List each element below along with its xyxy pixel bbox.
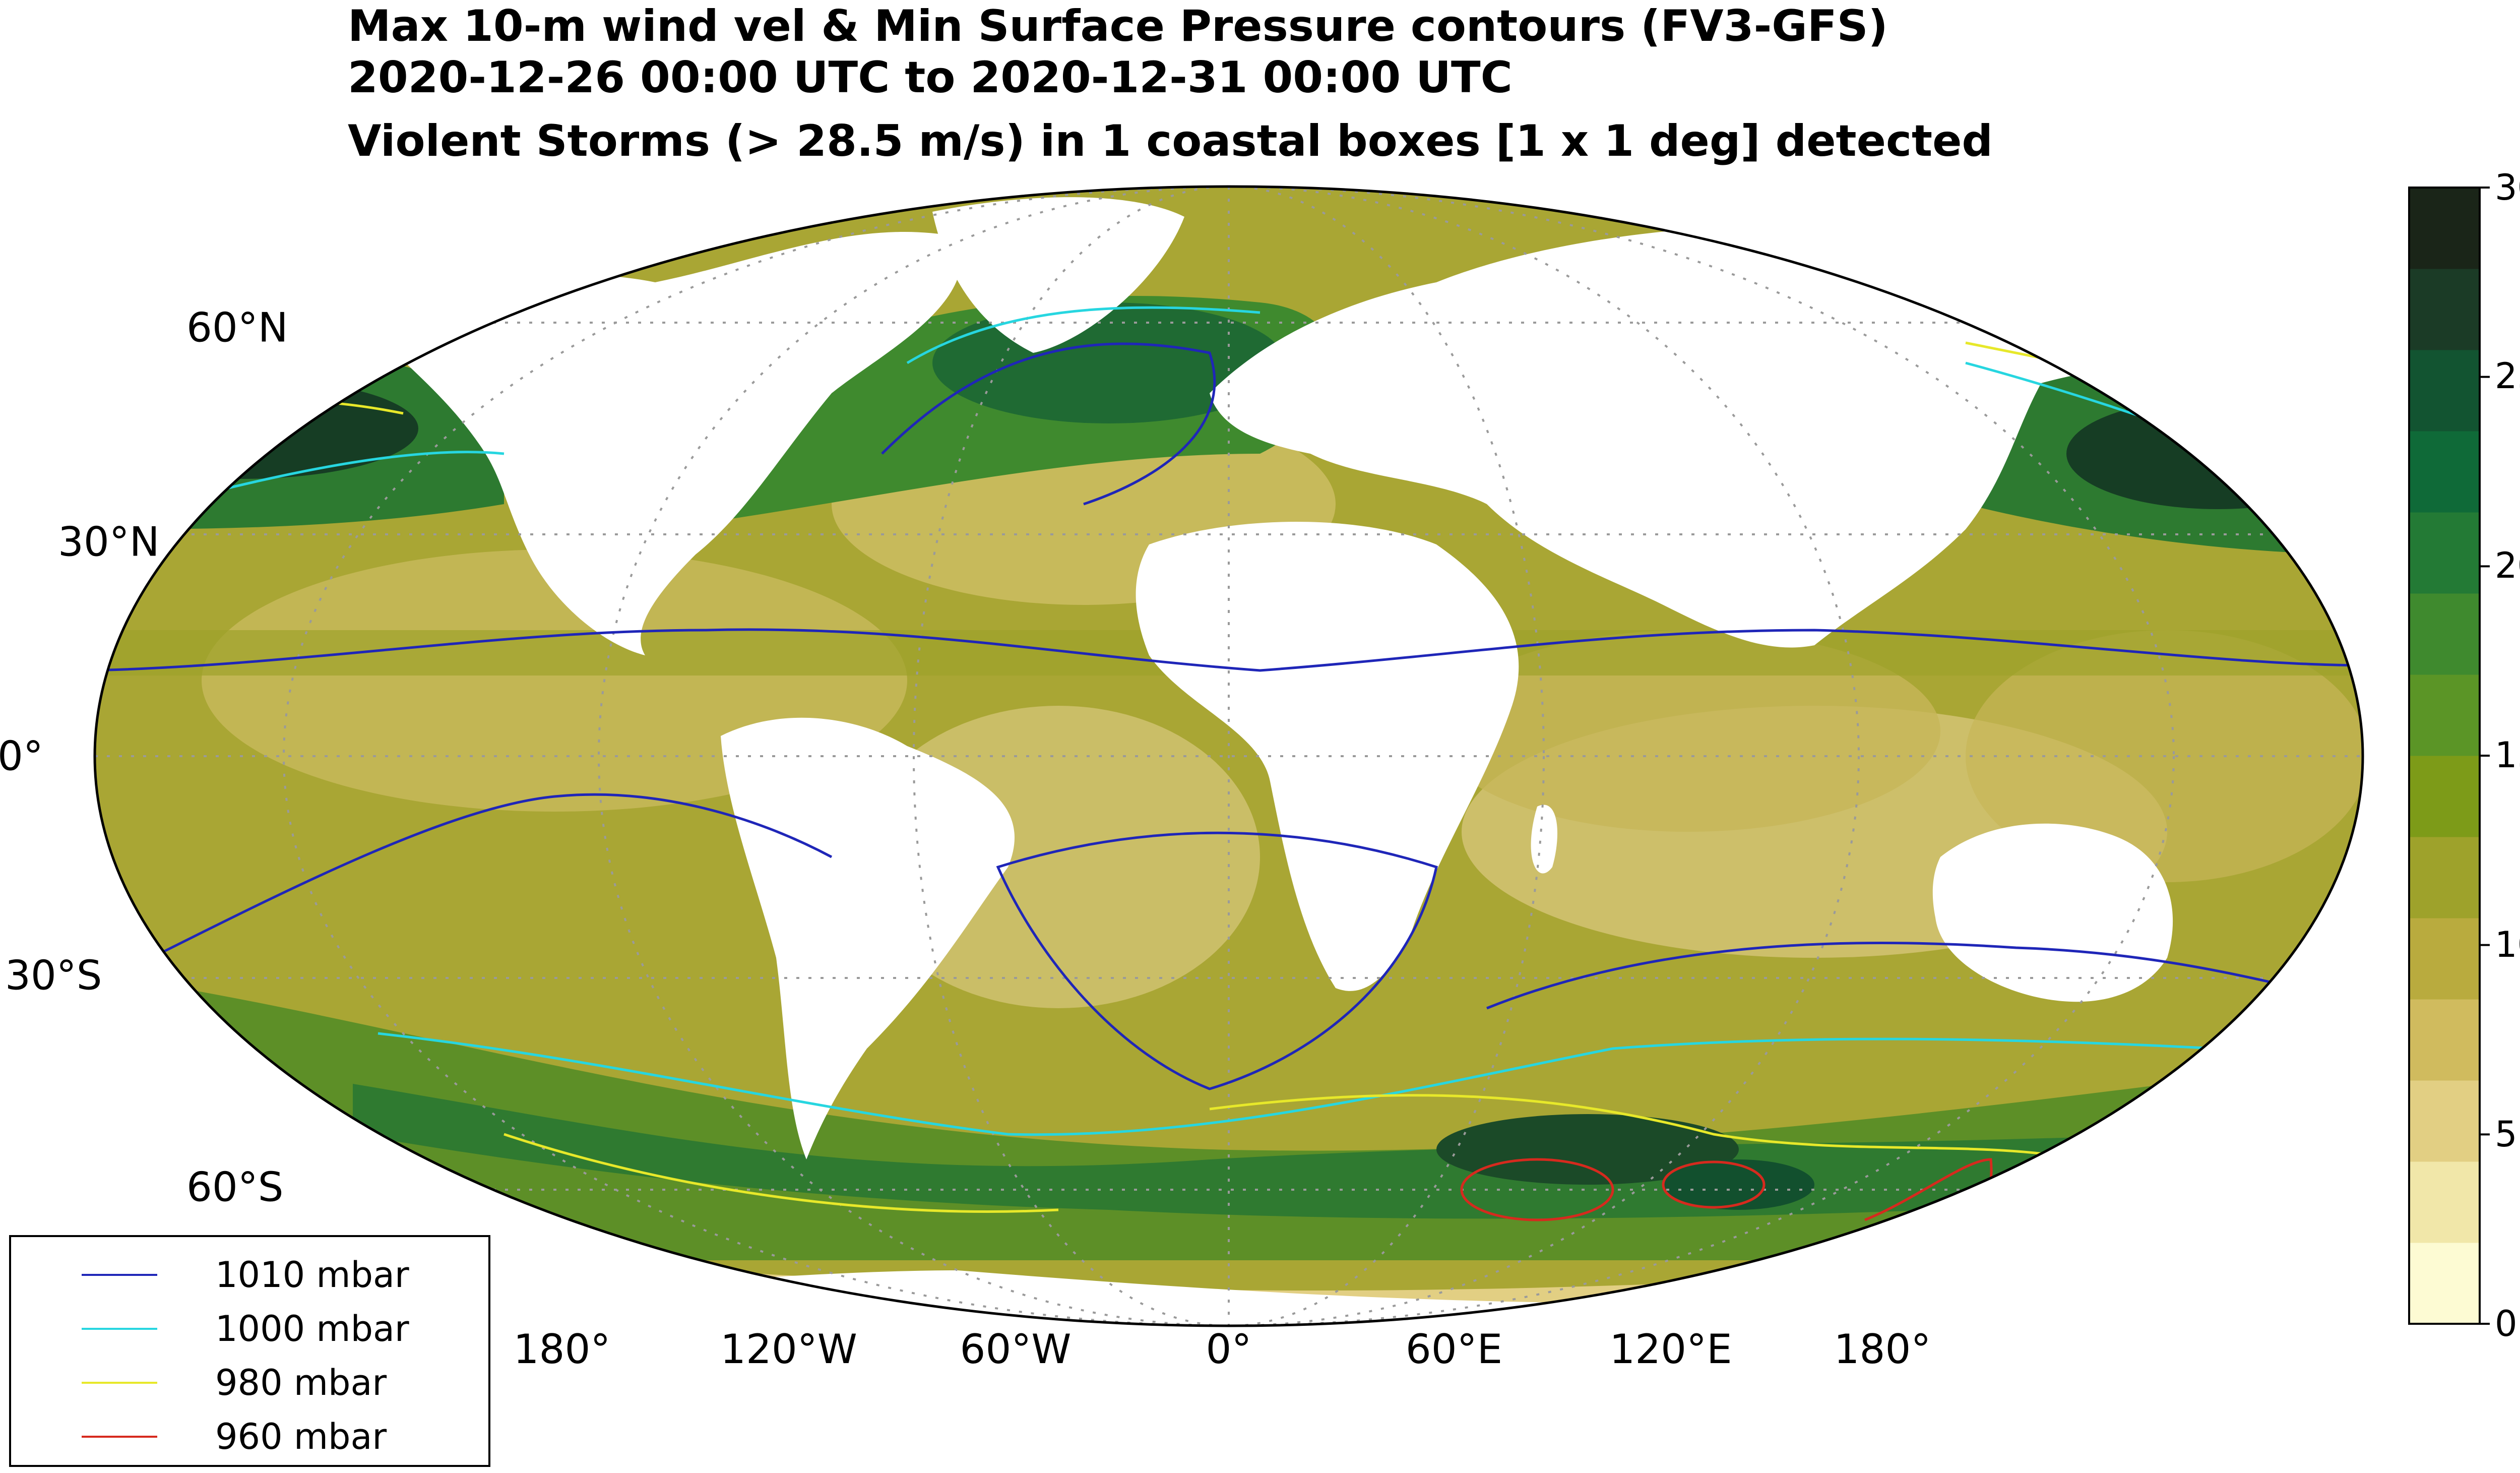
colorbar-segment <box>2409 269 2480 350</box>
north-america <box>353 231 962 655</box>
legend-item: 980 mbar <box>11 1358 488 1408</box>
lat-label-30s: 30°S <box>5 952 102 999</box>
colorbar-tick: 10 <box>2495 924 2520 965</box>
title-line-3: Violent Storms (> 28.5 m/s) in 1 coastal… <box>348 116 1993 166</box>
contour-960 <box>1662 1160 1766 1209</box>
colorbar <box>2408 187 2490 1325</box>
lat-label-60s: 60°S <box>186 1163 284 1211</box>
lon-label-120w: 120°W <box>720 1326 857 1373</box>
globe-outline <box>93 185 2364 1327</box>
colorbar-segment <box>2409 593 2480 675</box>
colorbar-segment <box>2409 512 2480 594</box>
colorbar-tick: 15 <box>2495 734 2520 776</box>
contour-1010 <box>881 342 1216 506</box>
colorbar-tick: 0 <box>2495 1303 2517 1344</box>
contour-960 <box>2176 372 2280 455</box>
legend-swatch-960 <box>82 1436 157 1438</box>
legend-item: 1000 mbar <box>11 1304 488 1354</box>
lat-label-30n: 30°N <box>58 518 160 566</box>
legend-swatch-1000 <box>82 1328 157 1330</box>
legend-label: 1000 mbar <box>215 1308 409 1349</box>
lon-label-180w: 180° <box>513 1326 611 1373</box>
contour-1010 <box>95 628 2363 672</box>
contour-1010 <box>996 831 1438 1090</box>
colorbar-segment <box>2409 674 2480 756</box>
contour-980 <box>503 1133 1059 1213</box>
lon-label-0: 0° <box>1206 1326 1252 1373</box>
madagascar <box>1531 805 1557 874</box>
title-line-2: 2020-12-26 00:00 UTC to 2020-12-31 00:00… <box>348 52 1513 103</box>
africa <box>1136 522 1519 991</box>
lon-label-60e: 60°E <box>1405 1326 1503 1373</box>
legend-label: 1010 mbar <box>215 1254 409 1296</box>
title-line-1: Max 10-m wind vel & Min Surface Pressure… <box>348 1 1888 51</box>
graticule <box>95 187 2363 1326</box>
contour-1010 <box>150 793 833 959</box>
colorbar-segment <box>2409 1161 2480 1243</box>
legend-item: 960 mbar <box>11 1411 488 1462</box>
contour-legend: 1010 mbar 1000 mbar 980 mbar 960 mbar <box>9 1235 490 1467</box>
colorbar-segment <box>2409 999 2480 1081</box>
colorbar-segment <box>2409 188 2480 269</box>
colorbar-segment <box>2409 1243 2480 1324</box>
contour-960 <box>1460 1158 1614 1221</box>
greenland <box>932 197 1184 353</box>
legend-swatch-1010 <box>82 1274 157 1276</box>
land <box>101 197 2363 1326</box>
colorbar-tick: 25 <box>2495 355 2520 397</box>
south-america <box>721 717 1015 1159</box>
legend-item: 1010 mbar <box>11 1250 488 1300</box>
lon-label-60w: 60°W <box>960 1326 1072 1373</box>
lon-label-120e: 120°E <box>1609 1326 1732 1373</box>
lon-label-180e: 180° <box>1834 1326 1931 1373</box>
legend-label: 980 mbar <box>215 1362 387 1403</box>
colorbar-tick: 20 <box>2495 545 2520 586</box>
legend-label: 960 mbar <box>215 1416 387 1457</box>
contour-1000 <box>377 1032 2363 1136</box>
colorbar-segment <box>2409 918 2480 1000</box>
colorbar-segment <box>2409 1080 2480 1162</box>
legend-swatch-980 <box>82 1382 157 1384</box>
lat-label-0: 0° <box>0 732 43 780</box>
australia <box>1932 823 2173 1002</box>
colorbar-segment <box>2409 350 2480 432</box>
colorbar-segment <box>2409 756 2480 837</box>
contour-980 <box>1209 1094 2117 1171</box>
lat-label-60n: 60°N <box>186 304 288 351</box>
colorbar-segment <box>2409 837 2480 918</box>
contour-960 <box>150 351 343 420</box>
contour-1010 <box>1486 942 2344 1010</box>
contour-1000 <box>906 306 1261 364</box>
colorbar-segment <box>2409 431 2480 513</box>
colorbar-tick: 5 <box>2495 1114 2517 1155</box>
colorbar-tick: 30 <box>2495 167 2520 208</box>
